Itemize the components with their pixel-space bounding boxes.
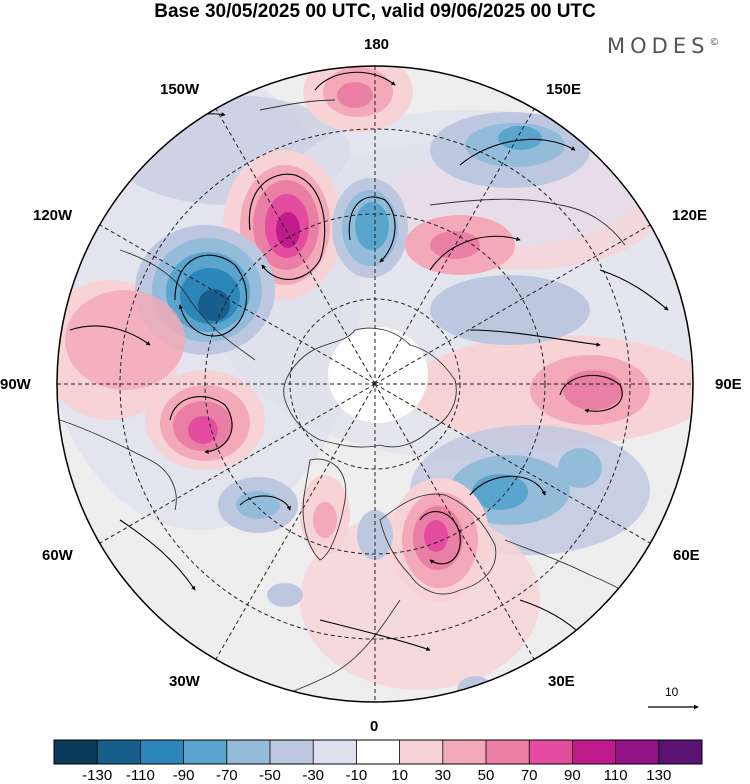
colorbar-tick-label: -50 bbox=[259, 767, 281, 784]
lon-label-30w: 30W bbox=[169, 673, 200, 690]
colorbar-tick-label: 70 bbox=[520, 767, 538, 784]
lon-label-150w: 150W bbox=[160, 81, 200, 98]
colorbar-tick-label: 30 bbox=[434, 767, 452, 784]
lon-label-60e: 60E bbox=[673, 547, 700, 564]
lon-label-60w: 60W bbox=[42, 547, 73, 564]
colorbar-tick-label: -90 bbox=[172, 767, 195, 784]
brand-mark: © bbox=[709, 37, 720, 48]
colorbar-tick-label: 10 bbox=[391, 767, 408, 784]
colorbar-tick-label: -30 bbox=[302, 767, 325, 784]
lon-label-120w: 120W bbox=[33, 207, 73, 224]
graticule bbox=[57, 66, 693, 702]
reference-vector-label: 10 bbox=[665, 685, 679, 699]
brand-logo: MODES© bbox=[607, 34, 719, 58]
colorbar-tick-label: -10 bbox=[345, 767, 368, 784]
lon-label-0: 0 bbox=[370, 718, 379, 735]
brand-name: MODES bbox=[607, 34, 710, 58]
lon-label-120e: 120E bbox=[672, 207, 708, 224]
map-title: Base 30/05/2025 00 UTC, valid 09/06/2025… bbox=[154, 1, 596, 22]
colorbar-tick-label: -130 bbox=[82, 767, 113, 784]
wind-streamlines bbox=[69, 71, 669, 651]
lon-label-30e: 30E bbox=[548, 673, 575, 690]
colorbar-tick-label: 130 bbox=[646, 767, 672, 784]
colorbar-tick-label: 50 bbox=[477, 767, 495, 784]
map-border bbox=[56, 65, 694, 703]
lon-label-150e: 150E bbox=[546, 81, 582, 98]
lon-label-90w: 90W bbox=[0, 376, 31, 393]
colorbar-tick-label: -110 bbox=[125, 767, 155, 784]
anomaly-field bbox=[57, 66, 693, 702]
colorbar-tick-label: -70 bbox=[215, 767, 238, 784]
lon-label-180: 180 bbox=[364, 36, 390, 53]
colorbar-tick-label: 110 bbox=[603, 767, 628, 784]
colorbar-tick-label: 90 bbox=[564, 767, 581, 784]
lon-label-90e: 90E bbox=[715, 376, 742, 393]
